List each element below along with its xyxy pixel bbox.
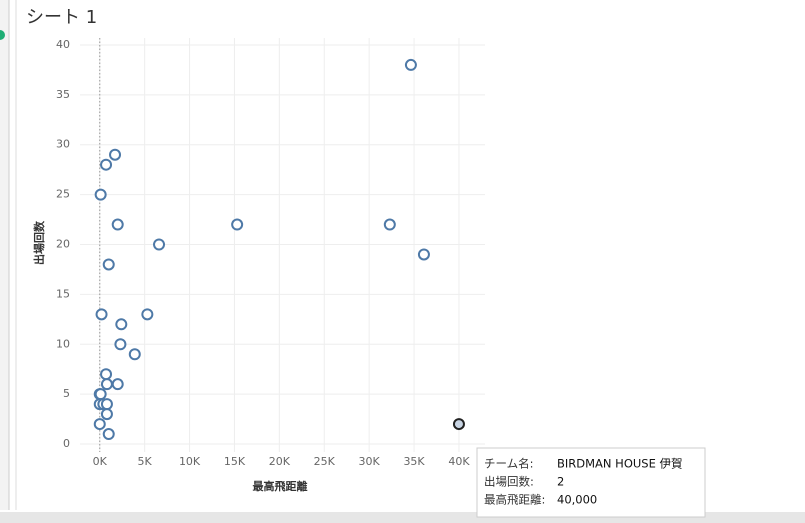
x-tick-label: 5K — [138, 455, 153, 468]
status-dot — [0, 30, 5, 40]
point — [100, 378, 113, 391]
point — [417, 248, 430, 261]
x-tick-label: 40K — [448, 455, 470, 468]
point — [95, 308, 108, 321]
tooltip-value: 40,000 — [557, 493, 597, 507]
y-tick-label: 15 — [56, 287, 70, 300]
y-tick-label: 25 — [56, 188, 70, 201]
x-axis-title: 最高飛距離 — [253, 479, 308, 493]
highlighted-point — [452, 418, 465, 431]
y-tick-label: 0 — [63, 437, 70, 450]
point — [93, 418, 106, 431]
point — [100, 368, 113, 381]
tooltip-label: チーム名: — [484, 457, 534, 471]
x-tick-label: 15K — [224, 455, 246, 468]
y-tick-label: 10 — [56, 337, 70, 350]
x-tick-label: 35K — [403, 455, 425, 468]
point — [94, 188, 107, 201]
point — [109, 148, 122, 161]
x-tick-label: 20K — [269, 455, 291, 468]
tooltip-box — [476, 447, 706, 518]
point — [153, 238, 166, 251]
point — [404, 58, 417, 71]
tooltip-label: 最高飛距離: — [484, 493, 545, 507]
point — [102, 258, 115, 271]
plot: 0 5 10 15 20 25 30 35 40 0K 5K 10K 15K 20K 25K 30K 35K 40… — [56, 38, 485, 468]
point — [111, 378, 124, 391]
sheet-title: シート 1 — [26, 7, 97, 28]
point — [115, 318, 128, 331]
point — [231, 218, 244, 231]
x-tick-label: 30K — [359, 455, 381, 468]
x-tick-label: 25K — [314, 455, 336, 468]
point — [114, 338, 127, 351]
y-tick-label: 35 — [56, 88, 70, 101]
y-axis-title: 出場回数 — [32, 220, 46, 265]
tooltip-label: 出場回数: — [484, 475, 534, 489]
point — [141, 308, 154, 321]
tooltip-value: BIRDMAN HOUSE 伊賀 — [557, 457, 683, 471]
y-tick-label: 40 — [56, 38, 70, 51]
x-tick-label: 10K — [179, 455, 201, 468]
y-tick-label: 20 — [56, 238, 70, 251]
point — [100, 408, 113, 421]
point — [111, 218, 124, 231]
tooltip-value: 2 — [557, 475, 564, 489]
x-tick-label: 0K — [93, 455, 108, 468]
point — [100, 398, 113, 411]
point — [100, 158, 113, 171]
point — [128, 348, 141, 361]
sidebar — [0, 0, 9, 510]
y-tick-label: 5 — [63, 387, 70, 400]
point — [94, 388, 107, 401]
y-tick-label: 30 — [56, 138, 70, 151]
status-bar — [0, 512, 805, 523]
point — [383, 218, 396, 231]
tooltip: チーム名: BIRDMAN HOUSE 伊賀 出場回数: 2 最高飛距離: 40… — [476, 447, 706, 518]
point — [102, 428, 115, 441]
